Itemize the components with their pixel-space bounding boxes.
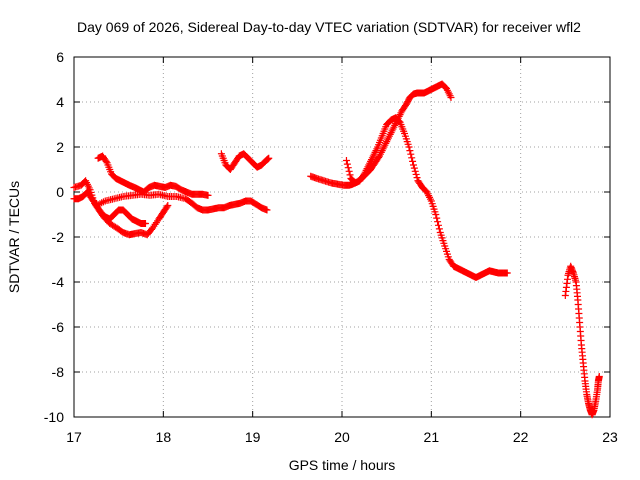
chart-title: Day 069 of 2026, Sidereal Day-to-day VTE…: [77, 19, 581, 35]
y-tick-label: -8: [52, 364, 65, 380]
data-point-interp: [345, 167, 353, 175]
data-point: [141, 220, 149, 227]
x-tick-label: 21: [424, 429, 440, 445]
series-arc-7: [342, 114, 511, 281]
series-arc-3: [94, 152, 212, 199]
data-point: [164, 202, 172, 209]
y-tick-label: 4: [56, 94, 64, 110]
series-arc-4: [92, 190, 271, 214]
data-point-interp: [407, 150, 415, 158]
data-point: [265, 154, 273, 162]
data-point-interp: [163, 203, 171, 211]
data-point: [409, 161, 417, 169]
series-arc-2: [70, 188, 149, 227]
y-tick-label: 2: [56, 139, 64, 155]
data-point-interp: [435, 225, 443, 233]
series-arc-5: [217, 150, 273, 173]
data-point-interp: [434, 218, 442, 226]
data-point: [595, 373, 603, 380]
x-tick-label: 18: [156, 429, 172, 445]
data-point-interp: [343, 160, 351, 168]
data-point: [432, 211, 440, 218]
x-tick-label: 19: [245, 429, 261, 445]
data-point: [503, 269, 511, 277]
data-point: [263, 206, 271, 214]
data-point-interp: [102, 157, 110, 165]
y-tick-label: -4: [52, 274, 65, 290]
x-axis-label: GPS time / hours: [289, 457, 396, 473]
data-point: [342, 157, 350, 164]
axis-ticks: [73, 56, 611, 418]
series-arc-8: [561, 262, 603, 419]
data-point-interp: [346, 171, 354, 179]
data-point-interp: [434, 221, 442, 229]
x-tick-label: 22: [513, 429, 529, 445]
y-tick-label: 6: [56, 49, 64, 65]
x-tick-label: 20: [334, 429, 350, 445]
y-tick-labels: -10 -8 -6 -4 -2 0 2 4 6: [44, 49, 64, 425]
y-axis-label: SDTVAR / TECUs: [6, 181, 22, 293]
x-tick-label: 23: [602, 429, 618, 445]
data-point-interp: [410, 164, 418, 172]
data-point-interp: [413, 174, 421, 182]
y-tick-label: -10: [44, 409, 64, 425]
data-point-interp: [411, 167, 419, 175]
data-point: [405, 143, 413, 151]
y-tick-label: 0: [56, 184, 64, 200]
data-point-interp: [412, 170, 420, 178]
x-tick-labels: 17 18 19 20 21 22 23: [66, 429, 618, 445]
x-tick-label: 17: [66, 429, 82, 445]
y-tick-label: -2: [52, 229, 65, 245]
y-tick-label: -6: [52, 319, 65, 335]
data-point-interp: [409, 157, 417, 165]
data-point-interp: [408, 154, 416, 162]
data-point-interp: [433, 214, 441, 222]
data-point-interp: [406, 147, 414, 155]
data-point: [204, 191, 212, 199]
data-point: [447, 94, 455, 101]
data-markers: [70, 80, 603, 419]
data-point-interp: [344, 164, 352, 172]
grid-lines: [74, 57, 610, 417]
